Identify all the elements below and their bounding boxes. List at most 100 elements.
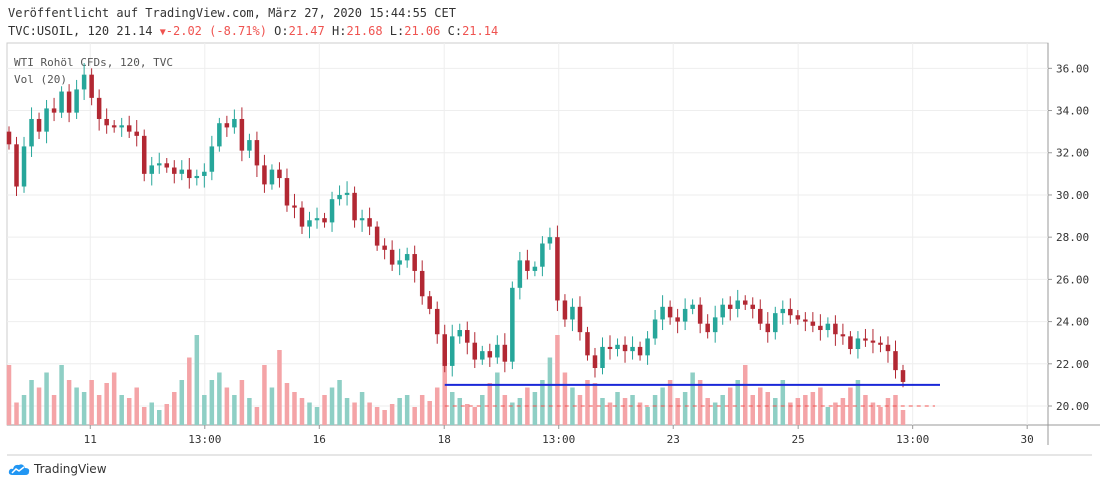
volume-bar: [818, 387, 823, 425]
volume-bar: [885, 398, 891, 425]
volume-bar: [585, 380, 590, 425]
volume-bar: [412, 407, 417, 425]
candle-body: [742, 300, 748, 305]
candle-body: [885, 344, 891, 352]
candle-body: [472, 342, 478, 360]
quote-line: TVC:USOIL, 120 21.14 ▼-2.02 (-8.71%) O:2…: [8, 24, 498, 38]
volume-bar: [179, 380, 185, 425]
candle-body: [299, 207, 305, 227]
x-tick-label: 13:00: [896, 433, 929, 446]
y-tick-label: 36.00: [1056, 62, 1089, 75]
volume-bar: [863, 395, 868, 425]
volume-bar: [51, 395, 57, 425]
candle-body: [322, 218, 327, 223]
volume-bar: [322, 395, 327, 425]
published-text: Veröffentlicht auf TradingView.com, März…: [8, 6, 456, 20]
x-tick-label: 11: [84, 433, 97, 446]
volume-bar: [374, 407, 380, 425]
volume-bar: [795, 398, 801, 425]
x-tick-label: 13:00: [542, 433, 575, 446]
candle-body: [96, 97, 102, 119]
candle-body: [179, 169, 185, 174]
candle-body: [397, 260, 402, 265]
candle-body: [803, 319, 808, 322]
tradingview-brand[interactable]: TradingView: [8, 462, 107, 476]
candle-body: [833, 323, 838, 335]
volume-bar: [134, 387, 139, 425]
candle-body: [855, 338, 861, 350]
volume-bar: [510, 402, 515, 425]
volume-bar: [562, 372, 568, 425]
volume-bar: [465, 404, 470, 425]
volume-bar: [697, 380, 703, 425]
high-label: H:: [331, 24, 347, 38]
candle-body: [14, 144, 19, 187]
down-triangle-icon: ▼: [159, 27, 166, 38]
volume-bar: [269, 387, 275, 425]
candle-body: [562, 300, 568, 320]
volume-bar: [720, 395, 725, 425]
volume-bar: [878, 407, 883, 425]
volume-bar: [652, 395, 658, 425]
candle-body: [412, 254, 417, 271]
candle-body: [382, 245, 387, 250]
candle-body: [104, 118, 109, 126]
volume-bar: [119, 395, 124, 425]
candle-body: [720, 304, 725, 318]
candle-body: [630, 346, 635, 352]
candle-body: [344, 192, 350, 195]
open-label: O:: [274, 24, 289, 38]
volume-bar: [893, 395, 898, 425]
candle-body: [126, 125, 132, 132]
candle-body: [870, 340, 876, 343]
candle-body: [202, 171, 207, 176]
volume-bar: [472, 407, 478, 425]
candle-body: [172, 167, 177, 174]
candle-body: [44, 108, 49, 132]
candle-body: [156, 163, 162, 166]
volume-bar: [727, 387, 733, 425]
candle-body: [840, 334, 846, 337]
candle-body: [675, 317, 680, 322]
candle-body: [329, 199, 335, 223]
price-change: -2.02 (-8.71%): [165, 24, 267, 38]
volume-bar: [36, 387, 42, 425]
y-tick-label: 24.00: [1056, 316, 1089, 329]
candle-body: [307, 220, 312, 227]
candle-body: [510, 287, 515, 362]
candle-body: [217, 123, 222, 147]
volume-bar: [495, 372, 500, 425]
candle-body: [284, 178, 290, 206]
volume-bar: [337, 380, 342, 425]
candle-body: [81, 74, 87, 90]
candle-body: [495, 344, 500, 358]
close-value: 21.14: [462, 24, 499, 38]
candle-body: [848, 336, 853, 350]
volume-bar: [803, 395, 808, 425]
volume-bar: [194, 335, 200, 425]
candle-body: [878, 342, 883, 345]
x-tick-label: 16: [313, 433, 326, 446]
candle-body: [141, 135, 147, 174]
candle-body: [810, 321, 816, 326]
volume-bar: [788, 402, 793, 425]
volume-bar: [164, 404, 170, 425]
y-tick-label: 30.00: [1056, 189, 1089, 202]
candle-body: [525, 260, 530, 271]
volume-bar: [667, 380, 673, 425]
volume-bar: [104, 383, 109, 425]
candle-body: [111, 125, 117, 128]
volume-legend: Vol (20): [14, 73, 67, 86]
volume-bar: [622, 398, 628, 425]
volume-bar: [59, 365, 64, 425]
y-tick-label: 22.00: [1056, 358, 1089, 371]
open-value: 21.47: [288, 24, 325, 38]
candle-body: [900, 370, 906, 382]
candle-body: [570, 306, 575, 320]
volume-bar: [202, 395, 207, 425]
volume-bar: [600, 398, 605, 425]
volume-bar: [126, 398, 132, 425]
volume-bar: [607, 402, 613, 425]
candle-body: [457, 330, 463, 337]
